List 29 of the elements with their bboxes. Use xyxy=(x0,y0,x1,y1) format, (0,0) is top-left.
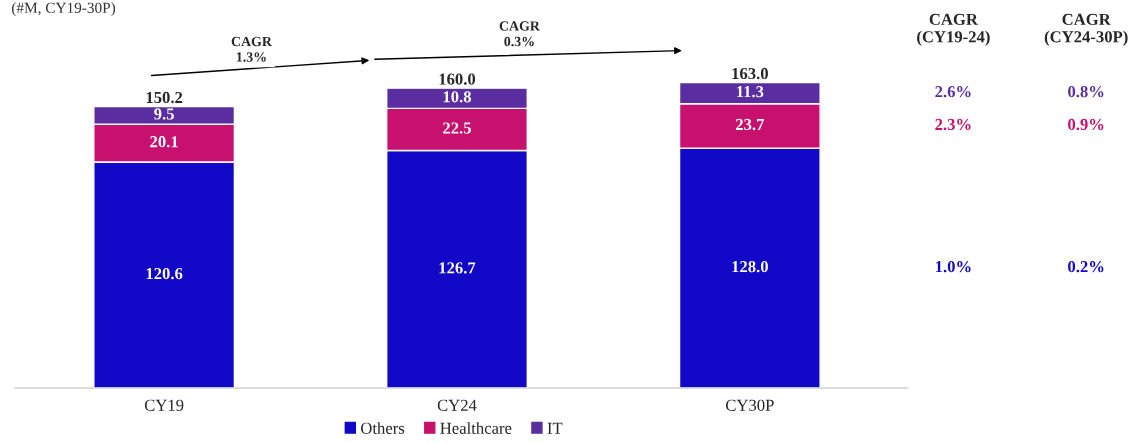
legend-label: Healthcare xyxy=(440,422,512,434)
text: CAGR (CY19-24) xyxy=(917,13,990,46)
data-label: 11.3 xyxy=(737,86,764,98)
x-tick-label: CY19 xyxy=(144,399,184,411)
text: 0.8% xyxy=(1068,86,1104,98)
x-tick-label: CY24 xyxy=(437,399,477,411)
data-label: 128.0 xyxy=(732,261,768,273)
data-label: 126.7 xyxy=(439,262,476,274)
legend-label: Others xyxy=(361,422,405,434)
data-label: 10.8 xyxy=(443,91,472,103)
data-label: 120.6 xyxy=(146,267,183,280)
text: CAGR 1.3% xyxy=(231,36,273,62)
total-label: 163.0 xyxy=(732,67,768,80)
text: 2.6% xyxy=(935,86,971,98)
total-label: 150.2 xyxy=(146,91,183,104)
text: CAGR (CY24-30P) xyxy=(1044,13,1128,46)
total-label: 160.0 xyxy=(439,73,476,85)
text: CAGR 0.3% xyxy=(499,21,541,47)
data-label: 9.5 xyxy=(154,108,174,120)
text: 1.0% xyxy=(935,261,971,273)
chart-title: (#M, CY19-30P) xyxy=(12,2,116,17)
x-tick-label: CY30P xyxy=(725,399,774,411)
text: 2.3% xyxy=(935,118,971,131)
data-label: 22.5 xyxy=(443,122,471,134)
data-label: 20.1 xyxy=(150,136,178,148)
text: 0.9% xyxy=(1068,118,1104,131)
legend-label: IT xyxy=(547,422,563,434)
text: 0.2% xyxy=(1068,261,1104,273)
data-label: 23.7 xyxy=(735,118,765,131)
